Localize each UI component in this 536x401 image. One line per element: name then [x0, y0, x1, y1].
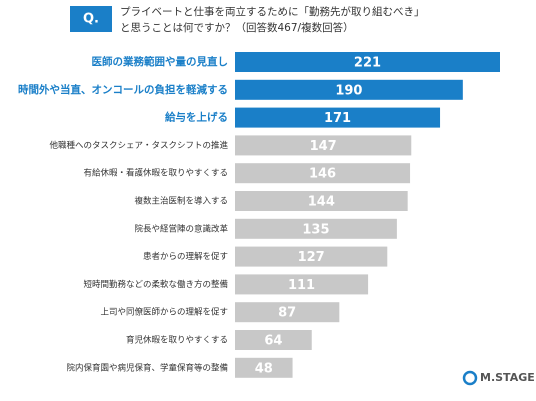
category-label: 給与を上げる: [165, 111, 228, 124]
value-label: 171: [324, 111, 351, 126]
bar: [235, 163, 411, 184]
chart-subtitle: と思うことは何ですか？（回答数467/複数回答）: [120, 21, 354, 34]
bar: [235, 357, 293, 378]
value-label: 64: [264, 334, 282, 349]
category-label: 有給休暇・看護休暇を取りやすくする: [83, 168, 228, 179]
value-label: 111: [288, 278, 315, 293]
bar: [235, 218, 397, 239]
bar: [235, 330, 312, 350]
bar: [235, 52, 500, 72]
bar: [235, 274, 369, 295]
value-label: 48: [255, 361, 273, 376]
bar: [235, 135, 412, 156]
value-label: 146: [309, 167, 336, 182]
question-badge: [70, 6, 112, 32]
category-label: 医師の業務範囲や量の見直し: [92, 55, 229, 68]
category-label: 院長や経営陣の意識改革: [134, 223, 228, 234]
value-label: 190: [335, 83, 362, 98]
logo-icon: [462, 370, 478, 386]
category-label: 他職種へのタスクシェア・タスクシフトの推進: [49, 140, 228, 151]
bar: [235, 79, 463, 100]
value-label: 87: [278, 306, 296, 321]
category-label: 育児休暇を取りやすくする: [126, 335, 228, 346]
bar: [235, 302, 340, 323]
bar: [235, 191, 408, 211]
category-label: 時間外や当直、オンコールの負担を軽減する: [18, 83, 228, 96]
value-label: 127: [298, 250, 325, 265]
value-label: 135: [302, 222, 329, 237]
category-label: 上司や同僚医師からの理解を促す: [100, 307, 228, 318]
chart-title: プライベートと仕事を両立するために「勤務先が取り組むべき」: [120, 5, 425, 18]
question-label: Q.: [83, 12, 99, 27]
value-label: 144: [308, 195, 335, 210]
category-label: 複数主治医制を導入する: [134, 196, 228, 207]
value-label: 147: [310, 139, 337, 154]
logo: M.STAGE: [480, 371, 535, 384]
bar: [235, 107, 441, 128]
bar: [235, 246, 388, 267]
category-label: 患者からの理解を促す: [143, 251, 228, 262]
category-label: 院内保育園や病児保育、学童保育等の整備: [66, 362, 228, 373]
category-label: 短時間勤務などの柔軟な働き方の整備: [83, 279, 228, 290]
value-label: 221: [354, 56, 381, 71]
